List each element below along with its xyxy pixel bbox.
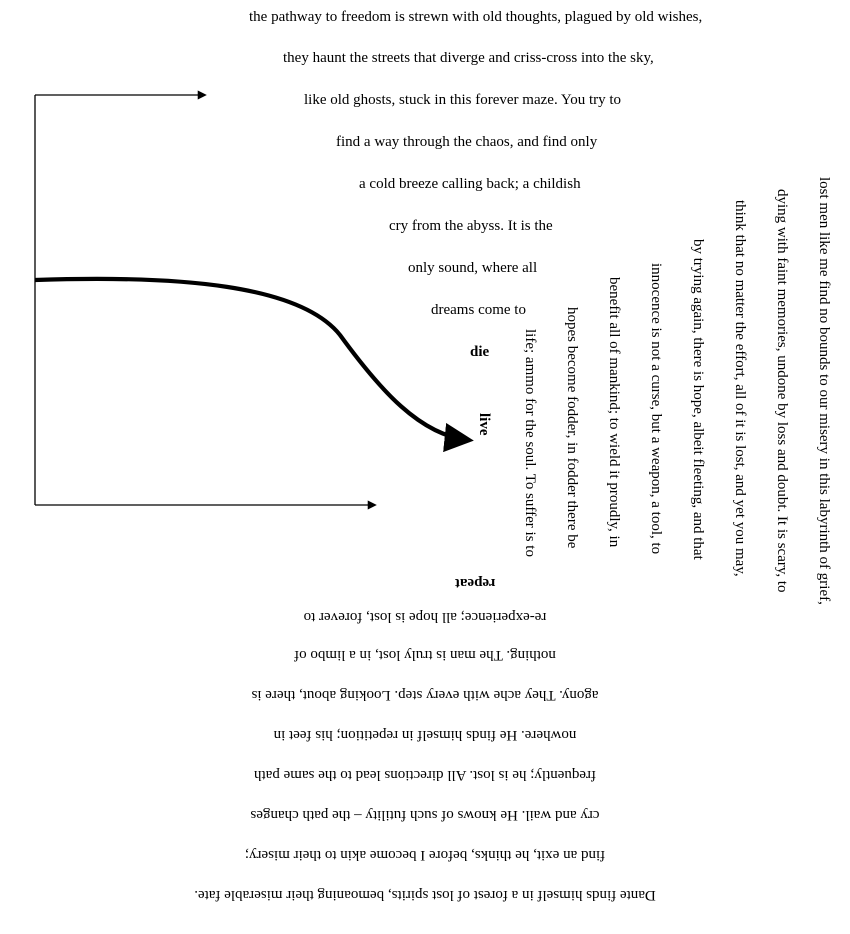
bottom-line-4: nowhere. He finds himself in repetition;… (0, 726, 850, 744)
triangle-line-8: dreams come to (431, 301, 526, 319)
vertical-line-6: benefit all of mankind; to wield it prou… (605, 277, 623, 547)
bracket-arrows (35, 95, 375, 505)
triangle-line-9-die: die (470, 343, 489, 361)
bottom-line-5: frequently; he is lost. All directions l… (0, 766, 850, 784)
triangle-line-1: the pathway to freedom is strewn with ol… (249, 8, 702, 26)
vertical-line-4: by trying again, there is hope, albeit f… (689, 239, 707, 560)
vertical-line-7: hopes become fodder, in fodder there be (563, 307, 581, 548)
triangle-line-7: only sound, where all (408, 259, 537, 277)
triangle-line-3: like old ghosts, stuck in this forever m… (304, 91, 621, 109)
vertical-line-3: think that no matter the effort, all of … (731, 200, 749, 577)
triangle-line-4: find a way through the chaos, and find o… (336, 133, 597, 151)
bottom-line-6: cry and wail. He knows of such futility … (0, 806, 850, 824)
vertical-line-2: dying with faint memories, undone by los… (773, 189, 791, 593)
vertical-line-5: innocence is not a curse, but a weapon, … (647, 263, 665, 554)
triangle-line-2: they haunt the streets that diverge and … (283, 49, 654, 67)
word-repeat: repeat (455, 574, 496, 592)
triangle-line-6: cry from the abyss. It is the (389, 217, 553, 235)
word-live: live (475, 413, 493, 436)
bottom-line-1: re-experience; all hope is lost, forever… (0, 608, 850, 626)
bottom-line-7: find an exit, he thinks, before I become… (0, 846, 850, 864)
triangle-line-5: a cold breeze calling back; a childish (359, 175, 581, 193)
bottom-line-3: agony. They ache with every step. Lookin… (0, 686, 850, 704)
bottom-line-8: Dante finds himself in a forest of lost … (0, 886, 850, 904)
bottom-line-2: nothing. The man is truly lost, in a lim… (0, 646, 850, 664)
vertical-line-8: life; ammo for the soul. To suffer is to (521, 329, 539, 557)
s-curve-arrow (35, 279, 468, 440)
vertical-line-1: lost men like me find no bounds to our m… (815, 177, 833, 605)
